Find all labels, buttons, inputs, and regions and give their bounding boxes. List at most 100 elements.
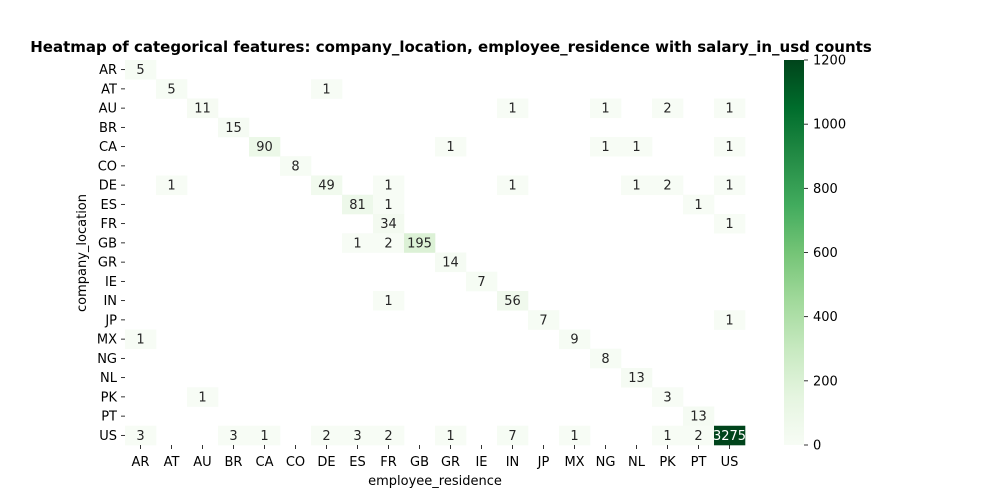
heatmap-cell-PK-AU bbox=[187, 387, 219, 407]
heatmap-cell-label-AT-DE: 1 bbox=[322, 82, 330, 97]
heatmap-cell-label-US-ES: 3 bbox=[353, 429, 361, 444]
heatmap-cell-label-DE-PK: 2 bbox=[663, 179, 671, 194]
heatmap-cell-US-GR bbox=[435, 425, 467, 446]
y-tick-label-PK: PK bbox=[101, 390, 118, 405]
heatmap-cell-label-US-MX: 1 bbox=[570, 429, 578, 444]
heatmap-cell-NL-NL bbox=[621, 368, 653, 388]
heatmap-cell-AR-AR bbox=[125, 60, 157, 80]
heatmap-cell-label-GB-FR: 2 bbox=[384, 236, 392, 251]
heatmap-cell-GR-GR bbox=[435, 252, 467, 273]
heatmap-cell-JP-US bbox=[714, 310, 746, 330]
colorbar: 0 200 400 600 800 1000 1200 bbox=[784, 54, 846, 454]
heatmap-cell-label-CA-NG: 1 bbox=[601, 140, 609, 155]
heatmap-cell-AU-AU bbox=[187, 98, 219, 119]
heatmap-cell-ES-ES bbox=[342, 194, 374, 215]
chart-title: Heatmap of categorical features: company… bbox=[30, 38, 872, 56]
x-tick-label-AU: AU bbox=[193, 455, 211, 470]
colorbar-tick-label-400: 400 bbox=[813, 310, 838, 325]
y-axis: AR AT AU BR CA CO DE ES FR GB GR IE IN JP MX NG NL PK PT US bbox=[97, 63, 125, 444]
y-tick-label-JP: JP bbox=[104, 313, 117, 328]
heatmap-cell-label-PK-AU: 1 bbox=[198, 390, 206, 405]
heatmap-cell-CA-NL bbox=[621, 137, 653, 157]
heatmap-cell-AU-IN bbox=[497, 98, 529, 119]
heatmap-cell-label-MX-MX: 9 bbox=[570, 333, 578, 348]
heatmap-cell-IN-FR bbox=[373, 291, 405, 311]
heatmap-cell-label-CA-NL: 1 bbox=[632, 140, 640, 155]
x-axis: AR AT AU BR CA CO DE ES FR GB GR IE IN JP MX NG NL PK PT US bbox=[132, 445, 739, 470]
heatmap-cell-CA-NG bbox=[590, 137, 622, 157]
heatmap-cell-label-AU-AU: 11 bbox=[194, 102, 211, 117]
heatmap-cell-label-GB-ES: 1 bbox=[353, 236, 361, 251]
heatmap-cell-label-AU-IN: 1 bbox=[508, 102, 516, 117]
heatmap-cell-ES-PT bbox=[683, 194, 715, 215]
heatmap-cell-label-US-DE: 2 bbox=[322, 429, 330, 444]
heatmap-cell-label-US-FR: 2 bbox=[384, 429, 392, 444]
heatmap-cell-IE-IE bbox=[466, 271, 498, 292]
heatmap-cell-label-GR-GR: 14 bbox=[442, 256, 459, 271]
heatmap-cell-label-NG-NG: 8 bbox=[601, 352, 609, 367]
heatmap-cell-label-FR-US: 1 bbox=[725, 217, 733, 232]
y-tick-label-BR: BR bbox=[99, 121, 117, 136]
heatmap-cell-label-US-BR: 3 bbox=[229, 429, 237, 444]
heatmap-cell-US-AR bbox=[125, 425, 157, 446]
heatmap-cell-DE-AT bbox=[156, 175, 188, 196]
x-tick-label-BR: BR bbox=[225, 455, 243, 470]
heatmap-cell-AT-AT bbox=[156, 79, 188, 99]
heatmap-cell-AU-NG bbox=[590, 98, 622, 119]
heatmap-cell-label-US-CA: 1 bbox=[260, 429, 268, 444]
heatmap-cell-label-AU-NG: 1 bbox=[601, 102, 609, 117]
heatmap-cell-AT-DE bbox=[311, 79, 343, 99]
heatmap-cell-label-JP-US: 1 bbox=[725, 313, 733, 328]
x-tick-label-US: US bbox=[721, 455, 739, 470]
colorbar-tick-label-800: 800 bbox=[813, 182, 838, 197]
colorbar-tick-label-600: 600 bbox=[813, 246, 838, 261]
heatmap-cell-DE-US bbox=[714, 175, 746, 196]
heatmap-cell-GB-FR bbox=[373, 233, 405, 253]
heatmap-cell-CA-CA bbox=[249, 137, 281, 157]
y-tick-label-CA: CA bbox=[99, 140, 117, 155]
x-tick-label-PK: PK bbox=[659, 455, 676, 470]
x-tick-label-MX: MX bbox=[564, 455, 584, 470]
heatmap-cell-label-DE-NL: 1 bbox=[632, 179, 640, 194]
heatmap-cell-label-AU-US: 1 bbox=[725, 102, 733, 117]
colorbar-gradient bbox=[784, 60, 804, 445]
heatmap-cell-DE-DE bbox=[311, 175, 343, 196]
x-tick-label-IE: IE bbox=[475, 455, 487, 470]
heatmap-cell-label-ES-PT: 1 bbox=[694, 198, 702, 213]
heatmap-cell-NG-NG bbox=[590, 348, 622, 369]
heatmap-cell-DE-IN bbox=[497, 175, 529, 196]
heatmap-cell-GB-GB bbox=[404, 233, 436, 253]
heatmap-cell-label-AT-AT: 5 bbox=[167, 82, 175, 97]
heatmap-cell-label-US-GR: 1 bbox=[446, 429, 454, 444]
heatmap-cell-label-DE-IN: 1 bbox=[508, 179, 516, 194]
y-tick-label-AT: AT bbox=[101, 82, 117, 97]
heatmap-cell-label-US-PK: 1 bbox=[663, 429, 671, 444]
heatmap-cell-label-FR-FR: 34 bbox=[380, 217, 397, 232]
x-tick-label-GB: GB bbox=[410, 455, 429, 470]
colorbar-ticks: 0 200 400 600 800 1000 1200 bbox=[804, 54, 846, 454]
heatmap-cell-label-CA-US: 1 bbox=[725, 140, 733, 155]
heatmap-cell-PT-PT bbox=[683, 406, 715, 427]
heatmap-cell-DE-FR bbox=[373, 175, 405, 196]
colorbar-tick-label-1200: 1200 bbox=[813, 54, 846, 69]
x-tick-label-AR: AR bbox=[132, 455, 150, 470]
x-tick-label-IN: IN bbox=[506, 455, 520, 470]
heatmap-cell-FR-FR bbox=[373, 214, 405, 234]
x-tick-label-CO: CO bbox=[286, 455, 305, 470]
heatmap-cell-GB-ES bbox=[342, 233, 374, 253]
colorbar-tick-label-0: 0 bbox=[813, 439, 821, 454]
x-tick-label-FR: FR bbox=[380, 455, 397, 470]
y-tick-label-DE: DE bbox=[99, 179, 117, 194]
heatmap-cell-US-US bbox=[714, 425, 746, 446]
x-tick-label-NL: NL bbox=[628, 455, 646, 470]
heatmap-cell-label-GB-GB: 195 bbox=[407, 236, 432, 251]
heatmap-cell-DE-PK bbox=[652, 175, 684, 196]
heatmap-cell-label-IN-IN: 56 bbox=[504, 294, 521, 309]
heatmap-cell-US-DE bbox=[311, 425, 343, 446]
heatmap-cell-label-NL-NL: 13 bbox=[628, 371, 645, 386]
heatmap-cell-US-CA bbox=[249, 425, 281, 446]
heatmap-cell-label-US-IN: 7 bbox=[508, 429, 516, 444]
y-axis-label: company_location bbox=[75, 194, 90, 312]
heatmap-cell-JP-JP bbox=[528, 310, 560, 330]
